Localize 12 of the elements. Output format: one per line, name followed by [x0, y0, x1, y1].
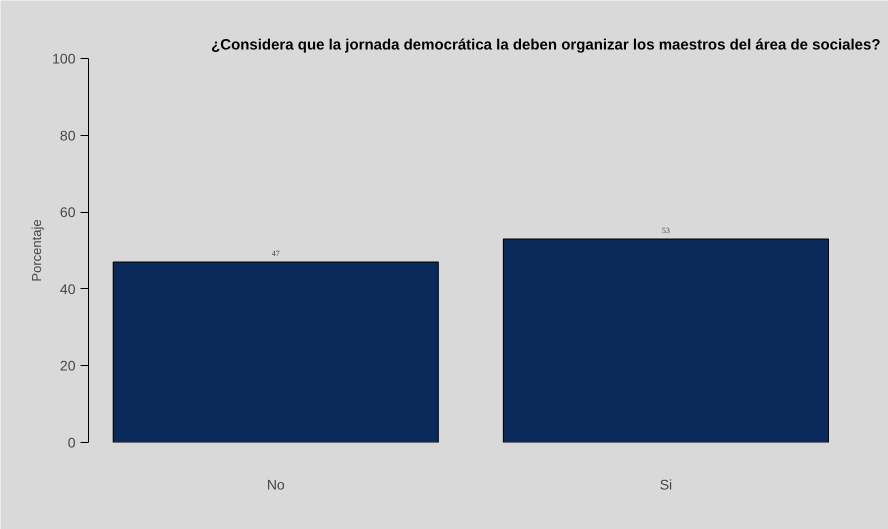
y-tick-label: 80 [60, 127, 76, 144]
data-label: 47 [272, 249, 280, 258]
data-label: 53 [662, 226, 670, 235]
y-tick-label: 100 [52, 50, 76, 66]
y-tick-label: 60 [60, 204, 76, 220]
y-tick-label: 20 [60, 358, 76, 374]
y-tick-label: 40 [60, 280, 76, 297]
chart-title: ¿Considera que la jornada democrática la deben organizar los maestros del área de sociales? [211, 36, 880, 54]
y-axis-title: Porcentaje [29, 219, 44, 282]
x-tick-label: No [266, 476, 285, 492]
x-tick-label: Si [660, 476, 672, 492]
y-tick-label: 0 [68, 434, 76, 450]
